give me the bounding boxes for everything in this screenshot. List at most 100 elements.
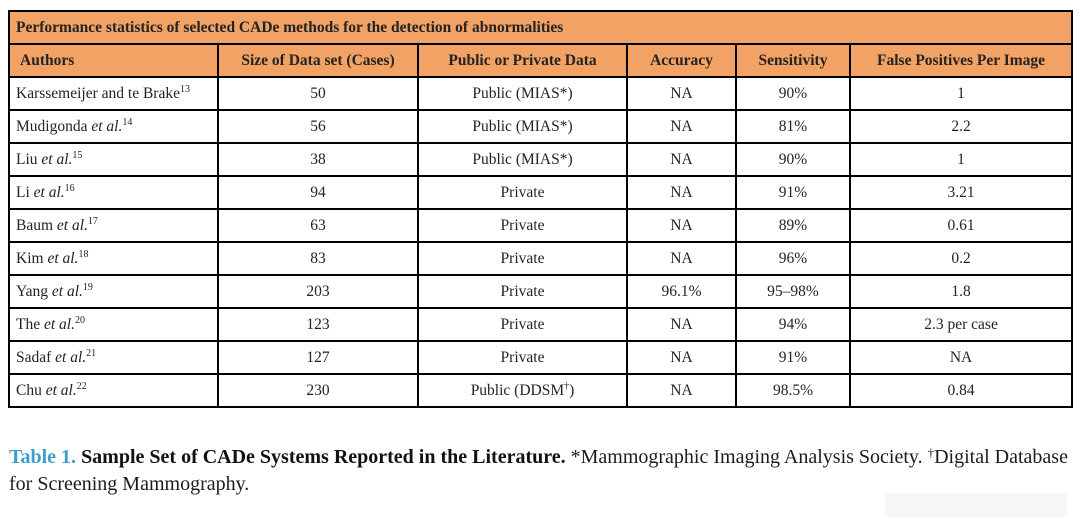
text-segment: Kim [16, 249, 48, 267]
column-header-accuracy: Accuracy [626, 43, 737, 78]
text-segment: Public (MIAS*) [472, 117, 573, 135]
table-row: Yang et al.19 203 Private 96.1% 95–98% 1.8 [8, 274, 1074, 309]
superscript-text: 21 [86, 347, 97, 359]
cell-data-type: Private [417, 307, 628, 342]
table-row: Karssemeijer and te Brake13 50 Public (MIA… [8, 76, 1074, 111]
text-segment: 50 [310, 84, 326, 102]
text-segment: The [16, 315, 44, 333]
cell-sensitivity: 81% [735, 109, 851, 144]
text-segment: 2.3 per case [924, 315, 998, 333]
cell-size: 63 [217, 208, 419, 243]
text-segment: 1 [957, 150, 965, 168]
cell-size: 83 [217, 241, 419, 276]
text-segment: 95–98% [767, 282, 819, 300]
cell-sensitivity: 98.5% [735, 373, 851, 408]
cell-accuracy: NA [626, 76, 737, 111]
text-segment: 90% [778, 84, 808, 102]
cell-size: 56 [217, 109, 419, 144]
text-segment: 2.2 [951, 117, 971, 135]
cell-size: 123 [217, 307, 419, 342]
cell-fppi: 2.3 per case [848, 307, 1074, 342]
text-segment: *Mammographic Imaging Analysis Society. [570, 446, 928, 468]
text-segment: Private [500, 348, 545, 366]
text-segment: 94 [310, 183, 326, 201]
cell-fppi: 3.21 [848, 175, 1074, 210]
text-segment: Public (DDSM [470, 381, 565, 399]
table-row: Baum et al.17 63 Private NA 89% 0.61 [8, 208, 1074, 243]
cell-size: 230 [217, 373, 419, 408]
cell-fppi: 0.61 [848, 208, 1074, 243]
table-row: Chu et al.22 230 Public (DDSM†) NA 98.5% 0.84 [8, 373, 1074, 408]
table-row: Sadaf et al.21 127 Private NA 91% NA [8, 340, 1074, 375]
text-segment: Public (MIAS*) [472, 150, 573, 168]
cell-accuracy: NA [626, 307, 737, 342]
text-segment: 83 [310, 249, 326, 267]
cell-fppi: 2.2 [848, 109, 1074, 144]
cell-authors: Karssemeijer and te Brake13 [8, 76, 219, 111]
cell-accuracy: NA [626, 109, 737, 144]
cell-size: 50 [217, 76, 419, 111]
cell-authors: Li et al.16 [8, 175, 219, 210]
cell-data-type: Public (MIAS*) [417, 142, 628, 177]
cell-sensitivity: 95–98% [735, 274, 851, 309]
text-segment: et al. [41, 150, 73, 168]
cell-data-type: Public (MIAS*) [417, 109, 628, 144]
cell-data-type: Private [417, 241, 628, 276]
cell-sensitivity: 89% [735, 208, 851, 243]
text-segment: et al. [45, 381, 77, 399]
text-segment: et al. [43, 315, 75, 333]
cell-fppi: NA [848, 340, 1074, 375]
cell-sensitivity: 94% [735, 307, 851, 342]
cell-data-type: Private [417, 340, 628, 375]
text-segment: NA [670, 348, 693, 366]
table-row: Li et al.16 94 Private NA 91% 3.21 [8, 175, 1074, 210]
text-segment: 96% [778, 249, 808, 267]
text-segment: Private [500, 216, 545, 234]
text-segment: NA [670, 117, 693, 135]
cell-data-type: Private [417, 274, 628, 309]
cell-sensitivity: 90% [735, 76, 851, 111]
text-segment: NA [670, 381, 693, 399]
cell-data-type: Private [417, 208, 628, 243]
text-segment: Karssemeijer and te Brake [16, 84, 180, 102]
text-segment: Private [500, 282, 545, 300]
superscript-text: 19 [82, 281, 93, 293]
text-segment: 63 [310, 216, 326, 234]
text-segment: Mudigonda [16, 117, 92, 135]
text-segment: 91% [778, 183, 808, 201]
cell-fppi: 0.2 [848, 241, 1074, 276]
cell-accuracy: NA [626, 373, 737, 408]
column-header-fppi: False Positives Per Image [848, 43, 1074, 78]
cell-fppi: 1 [848, 76, 1074, 111]
superscript-text: 22 [76, 380, 87, 392]
cell-accuracy: NA [626, 142, 737, 177]
table-title-row: Performance statistics of selected CADe … [7, 10, 1074, 45]
cell-sensitivity: 90% [735, 142, 851, 177]
cell-size: 127 [217, 340, 419, 375]
text-segment: et al. [91, 117, 123, 135]
artifact-rectangle [885, 493, 1067, 517]
text-segment: 81% [778, 117, 808, 135]
table-row: Mudigonda et al.14 56 Public (MIAS*) NA 81% 2… [8, 109, 1074, 144]
text-segment: 3.21 [947, 183, 975, 201]
cell-authors: Sadaf et al.21 [8, 340, 219, 375]
cell-data-type: Public (MIAS*) [417, 76, 628, 111]
cell-fppi: 1.8 [848, 274, 1074, 309]
text-segment: et al. [55, 348, 87, 366]
text-segment: 123 [306, 315, 330, 333]
text-segment: 0.2 [951, 249, 971, 267]
cell-size: 94 [217, 175, 419, 210]
text-segment: 98.5% [772, 381, 814, 399]
text-segment: ) [569, 381, 575, 399]
text-segment: Digital Database for Screening Mammograp… [9, 446, 1068, 495]
superscript-text: † [564, 380, 570, 392]
text-segment: 1 [957, 84, 965, 102]
text-segment: 203 [306, 282, 330, 300]
column-header-data-type: Public or Private Data [417, 43, 628, 78]
column-header-sensitivity: Sensitivity [735, 43, 851, 78]
cell-authors: Chu et al.22 [8, 373, 219, 408]
text-segment: 94% [778, 315, 808, 333]
cade-performance-table: Performance statistics of selected CADe … [7, 10, 1074, 408]
text-segment: NA [670, 150, 693, 168]
column-header-size: Size of Data set (Cases) [217, 43, 419, 78]
